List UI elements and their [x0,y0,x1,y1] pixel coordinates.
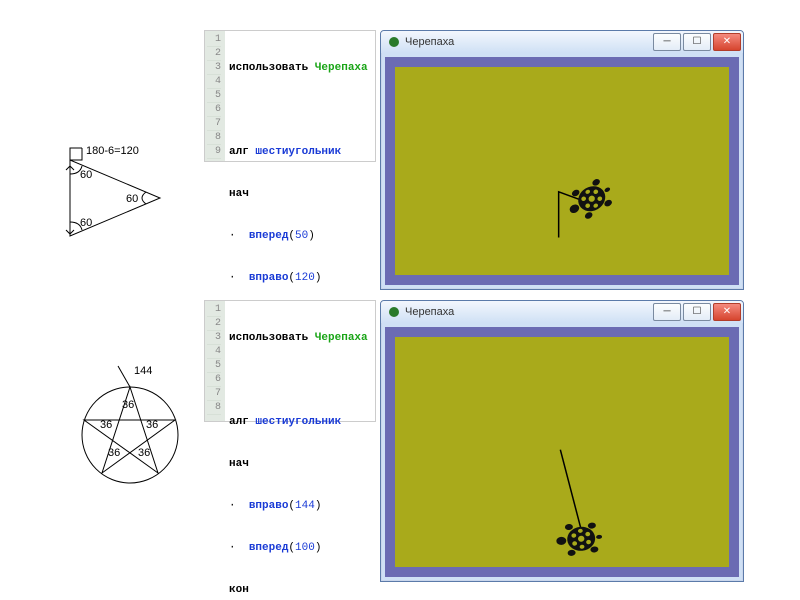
editor-panel-bottom: 123 456 78 использовать Черепаха алг шес… [204,300,376,422]
editor-gutter: 123 456 789 [205,31,225,161]
turtle-window-top: Черепаха ─ ☐ ✕ [380,30,744,290]
kw-use: использовать [229,62,308,74]
star-angle-1: 36 [146,419,158,431]
viewport [385,57,739,285]
kw-begin: нач [229,188,249,200]
turtle-sprite [554,515,604,560]
trail-svg [395,67,729,275]
window-title: Черепаха [405,306,653,318]
triangle-angle-1: 60 [80,217,92,229]
turtle-window-bottom: Черепаха ─ ☐ ✕ [380,300,744,582]
editor-code[interactable]: использовать Черепаха алг шестиугольник … [225,301,372,421]
close-button[interactable]: ✕ [713,303,741,321]
star-angle-0: 36 [122,399,134,411]
cmd: вправо [249,272,289,284]
turtle-app-icon [387,35,401,49]
triangle-angle-2: 60 [126,193,138,205]
triangle-sketch: 180-6=120 60 60 60 [60,140,190,250]
kw-alg: алг [229,146,249,158]
alg-name: шестиугольник [255,146,341,158]
editor-gutter: 123 456 78 [205,301,225,421]
turtle-app-icon [387,305,401,319]
minimize-button[interactable]: ─ [653,303,681,321]
turtle-canvas [395,337,729,567]
kw-module: Черепаха [315,62,368,74]
star-angle-3: 36 [108,447,120,459]
star-sketch: 144 36 36 36 36 36 [60,360,200,500]
editor-panel-top: 123 456 789 использовать Черепаха алг ше… [204,30,376,162]
window-buttons: ─ ☐ ✕ [653,33,741,51]
editor-code[interactable]: использовать Черепаха алг шестиугольник … [225,31,372,161]
star-angle-2: 36 [138,447,150,459]
viewport [385,327,739,577]
star-angle-4: 36 [100,419,112,431]
triangle-angle-0: 60 [80,169,92,181]
cmd: вперед [249,230,289,242]
maximize-button[interactable]: ☐ [683,303,711,321]
triangle-header-label: 180-6=120 [86,145,139,157]
titlebar[interactable]: Черепаха ─ ☐ ✕ [381,301,743,323]
minimize-button[interactable]: ─ [653,33,681,51]
window-title: Черепаха [405,36,653,48]
close-button[interactable]: ✕ [713,33,741,51]
titlebar[interactable]: Черепаха ─ ☐ ✕ [381,31,743,53]
page-root: 180-6=120 60 60 60 144 36 36 36 36 36 12… [0,0,800,600]
star-outer-angle: 144 [134,365,152,377]
window-buttons: ─ ☐ ✕ [653,303,741,321]
turtle-canvas [395,67,729,275]
maximize-button[interactable]: ☐ [683,33,711,51]
